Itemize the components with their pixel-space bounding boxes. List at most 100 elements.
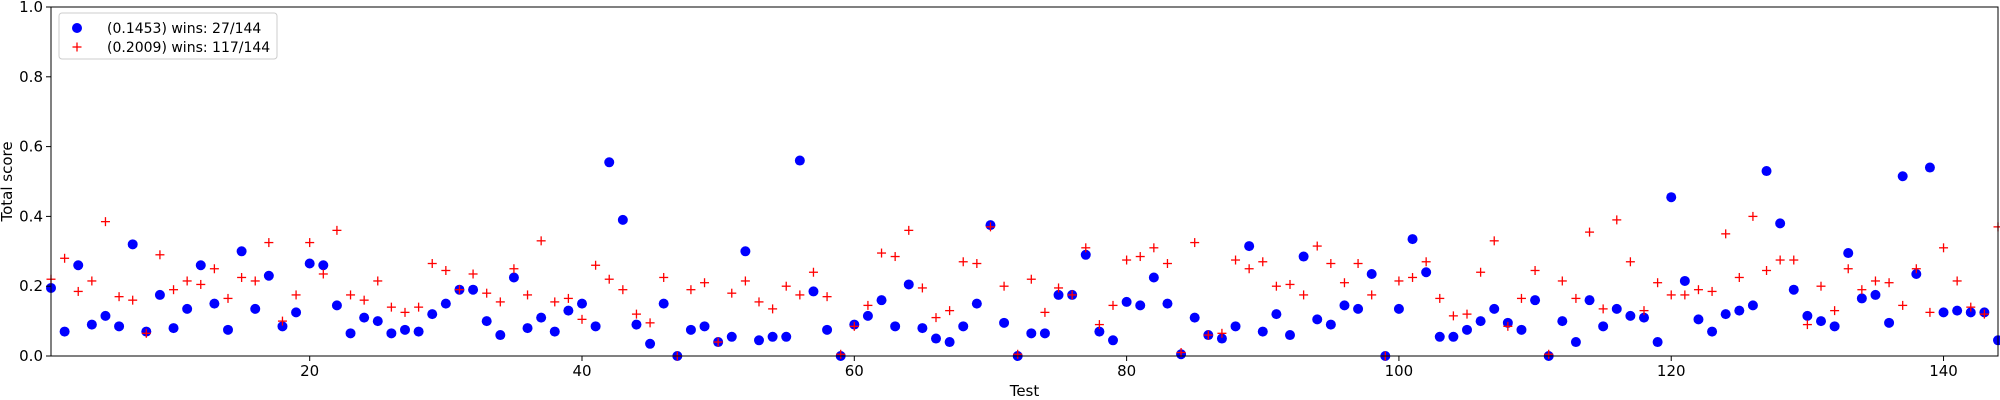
data-point-plus (1448, 311, 1458, 321)
y-tick-label: 0.4 (19, 207, 43, 225)
data-point-plus (1762, 265, 1772, 275)
data-point-plus (1339, 278, 1349, 288)
data-point-circle (1747, 300, 1758, 311)
data-point-circle (781, 331, 792, 342)
data-point-circle (1312, 314, 1323, 325)
data-point-circle (1298, 251, 1309, 262)
legend-plus (72, 42, 82, 52)
data-point-plus (1625, 257, 1635, 267)
data-point-plus (1421, 257, 1431, 267)
data-point-plus (373, 276, 383, 286)
data-point-plus (604, 274, 614, 284)
data-point-circle (1108, 335, 1118, 346)
data-point-circle (1720, 309, 1731, 320)
y-tick-label: 0.8 (19, 68, 43, 86)
y-axis-ticks: 0.0 0.2 0.4 0.6 0.8 1.0 (19, 0, 51, 365)
data-point-circle (1829, 321, 1840, 332)
data-point-plus (1476, 267, 1486, 277)
data-point-plus (808, 267, 818, 277)
data-point-plus (1394, 276, 1404, 286)
data-point-circle (1952, 305, 1963, 316)
data-point-plus (822, 292, 832, 302)
data-point-circle (1679, 275, 1690, 286)
data-point-circle (1693, 314, 1704, 325)
data-point-plus (332, 225, 342, 235)
data-point-plus (1217, 328, 1227, 338)
data-point-plus (1585, 227, 1595, 237)
data-point-circle (508, 272, 519, 283)
data-point-plus (1789, 255, 1799, 265)
data-point-circle (1625, 310, 1636, 321)
data-point-circle (549, 326, 560, 337)
data-point-plus (1271, 281, 1281, 291)
data-point-plus (1516, 293, 1526, 303)
data-point-plus (972, 259, 982, 269)
data-point-plus (454, 285, 464, 295)
data-point-circle (1216, 333, 1227, 344)
data-point-circle (890, 321, 901, 332)
data-point-plus (169, 285, 179, 295)
data-point-circle (862, 310, 873, 321)
data-point-circle (1026, 328, 1037, 339)
data-point-plus (1054, 283, 1064, 293)
data-point-plus (196, 279, 206, 289)
data-point-plus (414, 302, 424, 312)
data-point-circle (958, 321, 969, 332)
data-point-plus (1353, 259, 1363, 269)
data-point-circle (277, 321, 288, 332)
legend-entry-red: (0.2009) wins: 117/144 (107, 40, 270, 56)
data-point-circle (1353, 303, 1364, 314)
data-point-circle (1230, 321, 1241, 332)
data-point-plus (740, 276, 750, 286)
data-point-plus (1721, 229, 1731, 239)
data-point-circle (495, 330, 506, 341)
data-point-circle (73, 260, 84, 271)
data-point-plus (1162, 259, 1172, 269)
data-point-plus (1094, 320, 1104, 330)
data-point-circle (413, 326, 424, 337)
data-point-plus (523, 290, 533, 300)
data-point-circle (1271, 309, 1282, 320)
data-point-circle (1135, 300, 1146, 311)
data-point-circle (767, 331, 778, 342)
data-point-plus (917, 283, 927, 293)
data-point-plus (1884, 278, 1894, 288)
data-point-circle (1257, 326, 1268, 337)
data-point-circle (100, 310, 111, 321)
data-point-plus (509, 264, 519, 274)
data-point-circle (400, 324, 410, 335)
data-point-circle (318, 260, 329, 271)
data-point-plus (1952, 276, 1962, 286)
data-point-circle (917, 323, 928, 334)
data-point-circle (427, 309, 438, 320)
data-point-circle (1993, 335, 2000, 346)
data-point-circle (658, 298, 669, 309)
legend-marker-plus (72, 42, 82, 52)
data-point-circle (1244, 241, 1255, 252)
data-point-plus (768, 304, 778, 314)
data-point-plus (60, 253, 70, 263)
data-point-plus (781, 281, 791, 291)
data-point-circle (236, 246, 247, 257)
x-tick-label: 40 (572, 362, 591, 380)
legend: (0.1453) wins: 27/144 (0.2009) wins: 117… (58, 12, 278, 60)
data-point-plus (1108, 300, 1118, 310)
data-point-circle (1475, 316, 1486, 327)
data-point-circle (440, 298, 451, 309)
data-point-circle (1652, 337, 1663, 348)
data-point-plus (1707, 286, 1717, 296)
data-point-circle (903, 279, 914, 290)
data-point-circle (1448, 331, 1459, 342)
data-point-circle (1884, 317, 1895, 328)
data-point-plus (1966, 302, 1976, 312)
data-point-circle (1965, 307, 1976, 318)
data-point-circle (1489, 303, 1500, 314)
data-point-plus (87, 276, 97, 286)
data-point-plus (1026, 274, 1036, 284)
data-point-circle (1666, 192, 1677, 203)
data-point-circle (1148, 272, 1159, 283)
data-point-circle (617, 214, 628, 225)
data-point-plus (182, 276, 192, 286)
data-point-circle (794, 155, 805, 166)
data-point-circle (1516, 324, 1527, 335)
